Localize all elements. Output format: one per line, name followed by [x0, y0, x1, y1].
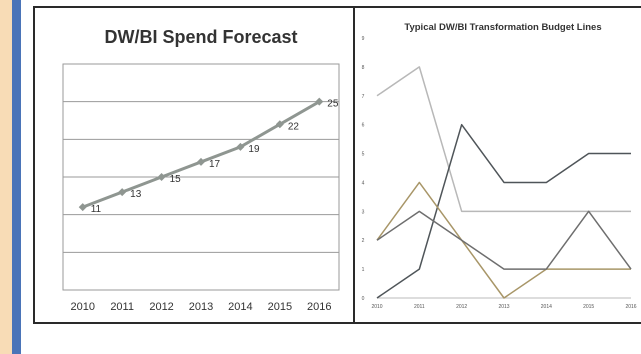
data-point-marker — [78, 203, 87, 212]
data-label: 13 — [130, 189, 142, 200]
left-background-stripe — [0, 0, 12, 354]
x-tick-label: 2015 — [268, 301, 292, 313]
x-tick-label: 2014 — [228, 301, 252, 313]
x-tick-label: 2012 — [456, 304, 467, 310]
data-label: 15 — [170, 174, 182, 185]
data-label: 19 — [248, 144, 260, 155]
series-line — [376, 123, 631, 299]
data-point-marker — [157, 173, 166, 181]
x-tick-label: 2011 — [110, 301, 134, 313]
spend-forecast-chart-panel: DW/BI Spend Forecast 2010 2011 2012 2013 2014… — [33, 6, 358, 324]
y-tick-label: 8 — [362, 65, 365, 71]
x-tick-label: 2016 — [307, 301, 331, 313]
y-tick-label: 4 — [362, 180, 365, 186]
data-label: 25 — [327, 99, 339, 110]
data-label: 11 — [91, 204, 102, 215]
series-line — [376, 210, 632, 270]
accent-bar — [12, 0, 21, 354]
data-point-marker — [197, 157, 205, 166]
x-tick-label: 2011 — [414, 304, 425, 310]
chart-title: Typical DW/BI Transformation Budget Line… — [404, 22, 601, 33]
data-point-marker — [236, 142, 245, 151]
x-tick-label: 2014 — [541, 304, 552, 310]
x-tick-label: 2010 — [371, 304, 382, 310]
data-label: 17 — [209, 159, 221, 170]
data-point-marker — [275, 120, 284, 129]
slide-content: DW/BI Spend Forecast 2010 2011 2012 2013 2014… — [21, 0, 641, 354]
series-line — [376, 181, 631, 299]
y-tick-label: 7 — [362, 94, 365, 100]
data-point-marker — [118, 188, 127, 197]
y-tick-label: 6 — [362, 123, 365, 129]
y-tick-label: 3 — [362, 209, 365, 215]
y-tick-label: 5 — [362, 152, 365, 158]
budget-lines-chart-panel: Typical DW/BI Transformation Budget Line… — [353, 6, 641, 324]
x-tick-label: 2012 — [149, 301, 173, 313]
y-tick-label: 0 — [362, 296, 365, 302]
budget-lines-chart: Typical DW/BI Transformation Budget Line… — [362, 22, 637, 310]
x-tick-label: 2016 — [625, 304, 636, 310]
y-tick-label: 2 — [362, 238, 365, 244]
chart-title: DW/BI Spend Forecast — [104, 27, 297, 47]
series-line — [82, 100, 321, 209]
series-line — [376, 66, 631, 213]
spend-forecast-chart: DW/BI Spend Forecast 2010 2011 2012 2013 2014… — [62, 27, 340, 313]
y-tick-label: 9 — [362, 36, 365, 42]
x-tick-label: 2010 — [70, 301, 94, 313]
x-tick-label: 2013 — [189, 301, 213, 313]
x-tick-label: 2015 — [583, 304, 594, 310]
data-point-marker — [315, 97, 324, 106]
y-tick-label: 1 — [362, 267, 365, 273]
data-label: 22 — [288, 121, 300, 132]
x-tick-label: 2013 — [498, 304, 509, 310]
